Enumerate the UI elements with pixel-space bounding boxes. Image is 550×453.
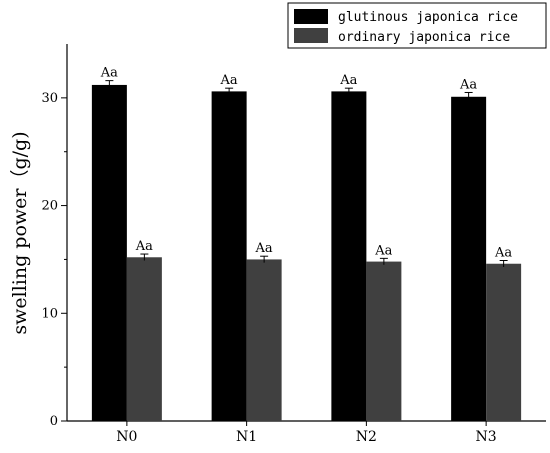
x-tick-label-N0: N0 [116,429,137,445]
bar-ordinary-N3 [486,263,522,421]
data-label-glutinous-N1: Aa [220,73,238,88]
data-label-glutinous-N0: Aa [100,66,118,81]
data-label-ordinary-N1: Aa [255,241,273,256]
data-label-glutinous-N3: Aa [459,77,477,92]
y-tick-label-0: 0 [50,414,58,429]
legend-box [287,2,547,49]
bar-ordinary-N2 [366,261,402,421]
legend-label-glutinous: glutinous japonica rice [338,10,518,25]
x-tick-label-N3: N3 [476,429,497,445]
data-label-glutinous-N2: Aa [339,73,357,88]
legend-swatch-glutinous [294,9,328,24]
y-tick-label-30: 30 [41,91,58,106]
data-label-ordinary-N2: Aa [374,243,392,258]
x-tick-label-N2: N2 [356,429,377,445]
bar-glutinous-N1 [211,91,247,421]
data-label-ordinary-N0: Aa [135,239,153,254]
bar-ordinary-N1 [246,259,282,421]
legend-swatch-ordinary [294,28,328,43]
y-axis-title: swelling power（g/g) [9,131,31,334]
legend-label-ordinary: ordinary japonica rice [338,30,510,45]
data-label-ordinary-N3: Aa [494,246,512,261]
bar-glutinous-N0 [91,84,127,421]
bar-glutinous-N2 [331,91,367,421]
plot-area: 0 10 20 30 N0 Aa Aa N1 Aa Aa N2 Aa Aa N3 Aa Aa [41,44,546,445]
bar-glutinous-N3 [451,96,487,421]
y-tick-label-20: 20 [41,199,58,214]
bar-ordinary-N0 [126,257,162,421]
legend: glutinous japonica rice ordinary japonic… [287,2,547,49]
y-tick-label-10: 10 [41,306,58,321]
x-tick-label-N1: N1 [236,429,257,445]
